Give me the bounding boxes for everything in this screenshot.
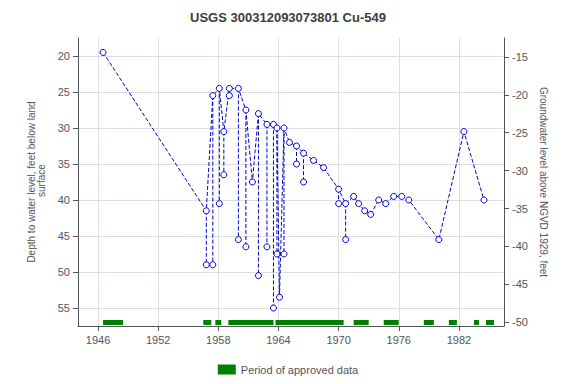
svg-text:surface: surface: [36, 164, 47, 200]
svg-text:35: 35: [58, 158, 70, 170]
svg-text:-50: -50: [512, 316, 528, 328]
svg-text:-25: -25: [512, 127, 528, 139]
svg-text:25: 25: [58, 86, 70, 98]
svg-text:1958: 1958: [206, 334, 230, 346]
svg-text:50: 50: [58, 266, 70, 278]
svg-text:-20: -20: [512, 89, 528, 101]
svg-text:-45: -45: [512, 278, 528, 290]
svg-text:1976: 1976: [387, 334, 411, 346]
svg-text:-40: -40: [512, 240, 528, 252]
svg-text:1952: 1952: [146, 334, 170, 346]
svg-text:1964: 1964: [266, 334, 290, 346]
svg-text:1982: 1982: [447, 334, 471, 346]
svg-text:-15: -15: [512, 51, 528, 63]
svg-text:USGS 300312093073801 Cu-549: USGS 300312093073801 Cu-549: [190, 10, 386, 25]
svg-text:-35: -35: [512, 203, 528, 215]
svg-text:1946: 1946: [86, 334, 110, 346]
svg-text:1970: 1970: [326, 334, 350, 346]
svg-text:-30: -30: [512, 165, 528, 177]
svg-text:45: 45: [58, 230, 70, 242]
svg-text:55: 55: [58, 302, 70, 314]
svg-text:30: 30: [58, 122, 70, 134]
svg-text:Groundwater level above NGVD 1: Groundwater level above NGVD 1929, feet: [538, 87, 549, 277]
svg-text:40: 40: [58, 194, 70, 206]
svg-text:Depth to water level, feet bel: Depth to water level, feet below land: [26, 101, 38, 263]
svg-text:Period of approved data: Period of approved data: [241, 364, 359, 376]
svg-text:20: 20: [58, 50, 70, 62]
